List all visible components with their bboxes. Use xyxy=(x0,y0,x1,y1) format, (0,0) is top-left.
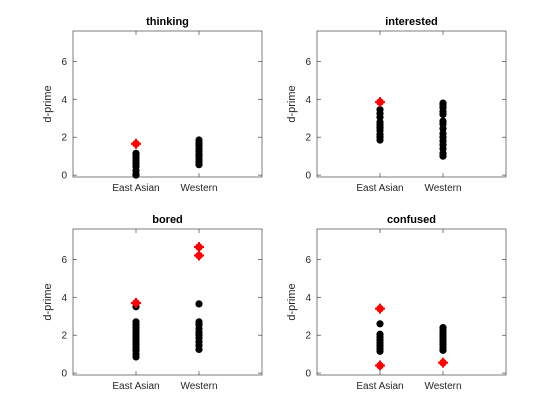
y-tick-label: 0 xyxy=(305,171,311,182)
x-tick-label: Western xyxy=(424,183,461,194)
y-tick-label: 6 xyxy=(61,255,67,266)
x-tick-label: East Asian xyxy=(356,381,403,392)
data-point xyxy=(376,320,384,328)
highlight-point xyxy=(131,138,141,149)
highlight-point xyxy=(375,97,385,108)
panel-title: interested xyxy=(385,16,438,28)
y-tick-label: 2 xyxy=(305,331,311,342)
axes-box xyxy=(72,228,263,376)
panel-interested: 0 2 4 6 East Asian Western d-prime interested xyxy=(286,16,507,194)
data-point xyxy=(195,136,203,144)
y-axis-label: d-prime xyxy=(286,85,298,122)
data-point xyxy=(195,300,203,308)
data-point xyxy=(195,318,203,326)
y-axis-label: d-prime xyxy=(286,283,298,320)
data-point xyxy=(439,99,447,107)
axes-box xyxy=(72,30,263,178)
y-tick-label: 4 xyxy=(61,95,67,106)
panel-bored: 0 2 4 6 East Asian Western d-prime bored xyxy=(42,214,263,392)
y-tick-label: 6 xyxy=(61,57,67,68)
highlight-point xyxy=(375,360,385,371)
highlight-point xyxy=(131,297,141,308)
panel-title: bored xyxy=(152,214,183,226)
data-point xyxy=(376,106,384,114)
x-tick-label: East Asian xyxy=(112,183,159,194)
y-tick-label: 0 xyxy=(305,369,311,380)
panel-thinking: 0 2 4 6 East Asian Western d-prime thinking xyxy=(42,16,263,194)
y-tick-label: 6 xyxy=(305,255,311,266)
y-tick-label: 0 xyxy=(61,369,67,380)
y-axis-label: d-prime xyxy=(42,85,54,122)
axes-box xyxy=(316,30,507,178)
data-point xyxy=(439,323,447,332)
data-point xyxy=(132,318,140,326)
y-tick-label: 4 xyxy=(305,95,311,106)
x-tick-label: Western xyxy=(180,183,217,194)
y-tick-label: 0 xyxy=(61,171,67,182)
y-tick-label: 2 xyxy=(305,133,311,144)
panel-title: confused xyxy=(387,214,436,226)
y-tick-label: 4 xyxy=(305,293,311,304)
x-tick-label: East Asian xyxy=(112,381,159,392)
panel-confused: 0 2 4 6 East Asian Western d-prime confused xyxy=(286,214,507,392)
y-tick-label: 2 xyxy=(61,331,67,342)
y-axis-label: d-prime xyxy=(42,283,54,320)
x-tick-label: East Asian xyxy=(356,183,403,194)
data-point xyxy=(439,117,447,125)
highlight-point xyxy=(194,242,204,253)
highlight-point xyxy=(194,250,204,261)
y-tick-label: 6 xyxy=(305,57,311,68)
data-point xyxy=(376,330,384,338)
x-tick-label: Western xyxy=(424,381,461,392)
highlight-point xyxy=(375,303,385,314)
y-tick-label: 2 xyxy=(61,133,67,144)
y-tick-label: 4 xyxy=(61,293,67,304)
data-point xyxy=(132,149,140,157)
highlight-point xyxy=(438,357,448,368)
x-tick-label: Western xyxy=(180,381,217,392)
axes-box xyxy=(316,228,507,376)
panel-title: thinking xyxy=(146,16,189,28)
